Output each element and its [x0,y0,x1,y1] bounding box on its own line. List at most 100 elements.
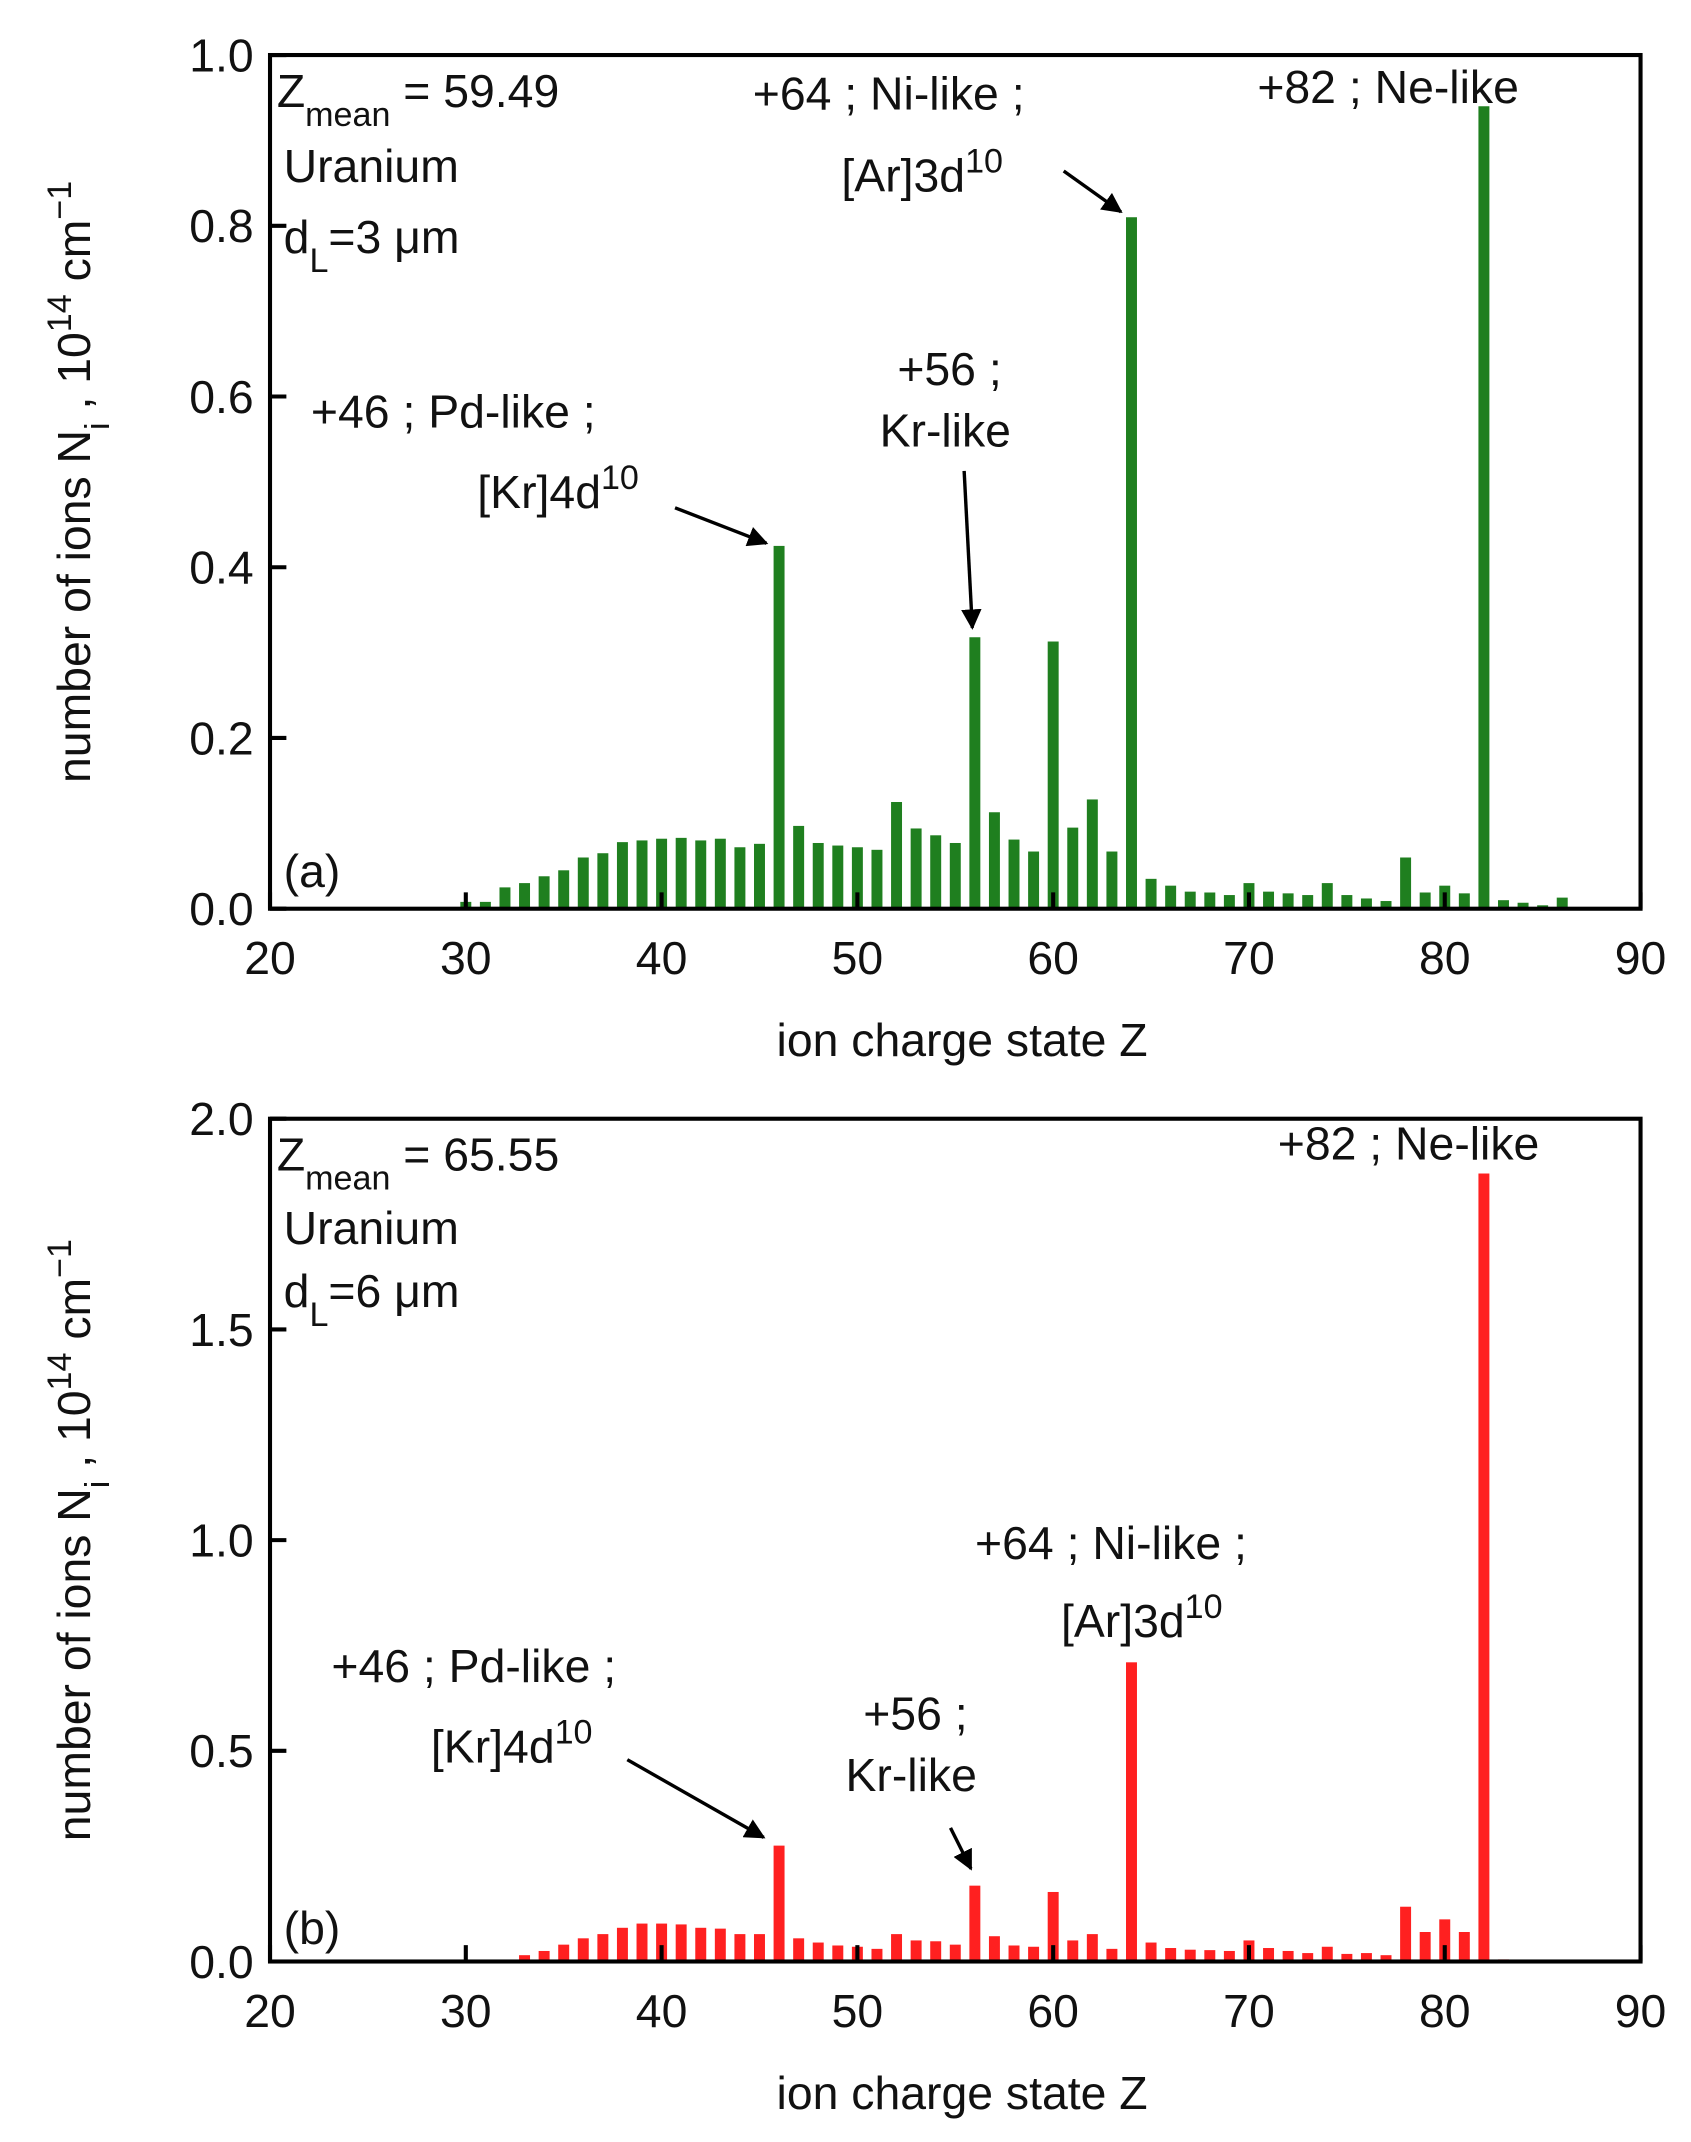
y-tick-label: 0.0 [189,883,253,935]
bar [812,1942,824,1962]
text-part: 10 [555,1713,593,1751]
y-tick-label: 0.8 [189,200,253,252]
bar [714,838,726,909]
bar [871,1948,883,1962]
y-tick-label: 0.6 [189,371,253,423]
bar [1223,1950,1235,1962]
bar [675,1924,687,1962]
text-part: Z [277,65,305,117]
bar [1360,1953,1372,1962]
bar [538,1950,550,1962]
bar [891,802,903,909]
text-part: , 10 [48,332,100,422]
bar [519,883,531,909]
bar [1302,1953,1314,1962]
text-part: 10 [601,459,639,497]
annotation: (b) [284,1902,341,1954]
text-part: Uranium [284,1202,459,1254]
bar [734,1934,746,1962]
text-part: (a) [284,845,341,897]
arrow [674,506,769,547]
bar [930,1941,942,1962]
y-tick-label: 0.2 [189,712,253,764]
text-part: 10 [965,142,1003,180]
annotation: dL=3 μm [284,211,460,280]
bar [1400,1906,1412,1962]
annotation: [Kr]4d10 [477,459,639,518]
bar [616,1927,628,1962]
text-part: +46 ; Pd-like ; [311,385,596,437]
bar [910,828,922,909]
bar [1047,641,1059,909]
bar [773,1845,785,1962]
text-part: number of ions N [48,1488,100,1841]
bar [1145,1942,1157,1962]
bar [969,637,981,909]
text-part: number of ions N [48,430,100,783]
bar [1126,1662,1137,1962]
x-tick-label: 90 [1615,1985,1667,2037]
bar [656,838,668,909]
text-part: +56 ; [897,343,1001,395]
bar [1360,898,1372,909]
text-part: [Kr]4d [431,1720,555,1772]
annotation: +64 ; Ni-like ; [753,68,1025,120]
text-part: +46 ; Pd-like ; [331,1640,616,1692]
annotation: Zmean = 59.49 [277,65,559,134]
bar [930,835,942,909]
bar [1321,1946,1333,1962]
bar [1106,851,1118,909]
bar [754,843,765,909]
bar [1028,1946,1040,1962]
bar [577,857,589,909]
bar [1478,1173,1490,1962]
text-part: +82 ; Ne-like [1278,1118,1540,1170]
y-tick-label: 1.0 [189,1514,253,1566]
text-part: [Ar]3d [841,149,965,201]
y-tick-label: 0.0 [189,1936,253,1988]
y-tick-label: 0.5 [189,1725,253,1777]
x-tick-label: 60 [1027,932,1079,984]
y-axis-label: number of ions Ni , 1014 cm−1 [41,181,117,783]
bar [538,876,550,909]
bar [1067,1940,1079,1962]
text-part: Kr-like [846,1749,977,1801]
bar [1008,1945,1020,1962]
x-axis-label: ion charge state Z [777,1014,1148,1066]
bar [1419,892,1431,909]
text-part: 14 [41,1353,79,1391]
annotation: +46 ; Pd-like ; [331,1640,616,1692]
bar [988,1936,1000,1962]
bar [695,1927,707,1962]
x-tick-label: 20 [244,932,296,984]
bar [558,870,570,909]
bar [988,812,1000,909]
text-part: −1 [41,181,79,220]
bar [1086,1934,1098,1962]
bar [695,840,707,909]
bar [1478,106,1490,909]
bar [1380,901,1392,909]
bar [949,842,961,909]
x-tick-label: 30 [440,1985,492,2037]
annotation: dL=6 μm [284,1265,460,1334]
text-part: [Ar]3d [1061,1595,1185,1647]
text-part: [Kr]4d [477,466,601,518]
y-tick-label: 1.5 [189,1304,253,1356]
bar [1223,895,1235,909]
text-part: mean [305,1160,390,1198]
bar [499,887,511,909]
bar [1008,839,1020,909]
x-tick-label: 30 [440,932,492,984]
bar [1498,900,1509,909]
annotation: [Ar]3d10 [841,142,1003,201]
bar [1204,892,1216,909]
text-part: d [284,211,310,263]
arrow [961,470,982,630]
bar [656,1923,668,1962]
x-tick-label: 80 [1419,1985,1471,2037]
bar [871,849,883,909]
bar [793,1938,805,1962]
x-tick-label: 50 [832,932,884,984]
